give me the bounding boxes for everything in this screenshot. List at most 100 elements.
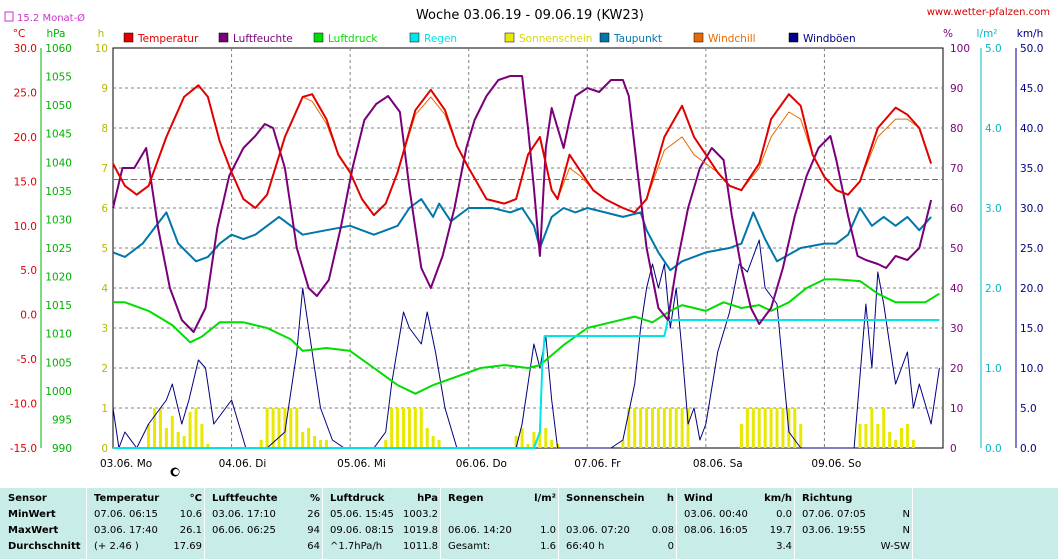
stats-value-temp: 10.6: [179, 509, 202, 520]
sunshine-tick-label: 10: [95, 43, 108, 55]
legend-swatch: [313, 32, 324, 43]
sunshine-bar: [775, 408, 779, 448]
sunshine-bar: [870, 408, 874, 448]
temp-tick-label: -10.0: [10, 399, 37, 411]
stats-value-press: 1011.8: [403, 541, 438, 552]
wind-tick-label: 5.0: [1020, 403, 1037, 415]
month-avg-icon: [4, 11, 14, 22]
pressure-tick-label: 1050: [45, 100, 72, 112]
humidity-tick-label: 60: [950, 203, 963, 215]
stats-date-temp: 03.06. 17:40: [94, 525, 158, 536]
legend-label: Temperatur: [137, 33, 199, 45]
pressure-tick-label: 1035: [45, 186, 72, 198]
sunshine-bar: [520, 428, 524, 448]
legend-label: Luftdruck: [328, 33, 378, 45]
sunshine-bar: [413, 408, 417, 448]
sunshine-bar: [633, 408, 637, 448]
stats-date-dir: 07.06. 07:05: [802, 509, 866, 520]
moon-phase-inner: [173, 469, 179, 475]
sunshine-bar: [680, 408, 684, 448]
pressure-tick-label: 1025: [45, 243, 72, 255]
wind-tick-label: 20.0: [1020, 283, 1043, 295]
legend-label: Taupunkt: [613, 33, 662, 45]
sunshine-bar: [301, 432, 305, 448]
sunshine-bar: [425, 428, 429, 448]
sunshine-bar: [686, 408, 690, 448]
temp-tick-label: -15.0: [10, 443, 37, 455]
x-tick-label: 09.06. So: [811, 458, 861, 470]
sunshine-bar: [407, 408, 411, 448]
sunshine-bar: [858, 424, 862, 448]
sunshine-bar: [289, 408, 293, 448]
legend-label: Windböen: [803, 33, 856, 45]
sunshine-bar: [164, 428, 168, 448]
sunshine-bar: [283, 408, 287, 448]
sunshine-bar: [662, 408, 666, 448]
x-tick-label: 06.06. Do: [456, 458, 507, 470]
rain-tick-label: 5.0: [985, 43, 1002, 55]
stats-value-rain: 1.6: [540, 541, 556, 552]
stats-date-temp: 07.06. 06:15: [94, 509, 158, 520]
stats-table: Sensor Temperatur °C Luftfeuchte% Luftdruck h…: [0, 488, 1058, 559]
temp-tick-label: 5.0: [20, 265, 37, 277]
stats-row-label: Durchschnitt: [8, 541, 81, 552]
stats-date-press: 05.06. 15:45: [330, 509, 394, 520]
stats-value-sun: 0.08: [651, 525, 674, 536]
sunshine-bar: [674, 408, 678, 448]
sunshine-bar: [739, 424, 743, 448]
stats-header-unit-wind: km/h: [764, 493, 792, 504]
pressure-unit-label: hPa: [47, 28, 66, 40]
legend-label: Sonnenschein: [519, 33, 592, 45]
temp-unit-label: °C: [13, 28, 26, 40]
stats-header-rain: Regen: [448, 493, 484, 504]
stats-date-press: ^1.7hPa/h: [330, 541, 383, 552]
stats-header-sun: Sonnenschein: [566, 493, 645, 504]
x-tick-label: 07.06. Fr: [574, 458, 621, 470]
legend-swatch: [599, 32, 610, 43]
sunshine-bar: [751, 408, 755, 448]
sunshine-bar: [188, 412, 192, 448]
stats-value-hum: 26: [307, 509, 320, 520]
stats-value-press: 1003.2: [403, 509, 438, 520]
rain-tick-label: 4.0: [985, 123, 1002, 135]
sunshine-bar: [158, 408, 162, 448]
table-separator: [86, 488, 87, 559]
site-url[interactable]: www.wetter-pfalzen.com: [927, 7, 1050, 18]
stats-date-rain: 06.06. 14:20: [448, 525, 512, 536]
sunshine-tick-label: 2: [101, 363, 108, 375]
sunshine-bar: [769, 408, 773, 448]
sunshine-bar: [781, 408, 785, 448]
sunshine-bar: [182, 436, 186, 448]
sunshine-bar: [153, 408, 156, 448]
legend-swatch: [788, 32, 799, 43]
month-avg-label: 15.2 Monat-Ø: [17, 12, 85, 24]
legend-swatch: [693, 32, 704, 43]
sunshine-bar: [900, 428, 903, 448]
weather-chart: Woche 03.06.19 - 09.06.19 (KW23) www.wet…: [4, 7, 1050, 477]
pressure-tick-label: 1030: [45, 214, 72, 226]
wind-tick-label: 25.0: [1020, 243, 1043, 255]
sunshine-unit-label: h: [98, 28, 105, 40]
sunshine-bar: [319, 440, 322, 448]
stats-value-wind: 19.7: [769, 525, 792, 536]
stats-date-sun: 66:40 h: [566, 541, 605, 552]
wind-tick-label: 40.0: [1020, 123, 1043, 135]
sunshine-bar: [799, 424, 803, 448]
sunshine-bar: [888, 432, 892, 448]
humidity-tick-label: 30: [950, 323, 963, 335]
wind-unit-label: km/h: [1017, 28, 1044, 40]
wind-tick-label: 50.0: [1020, 43, 1043, 55]
stats-value-hum: 94: [307, 525, 320, 536]
sunshine-bar: [514, 436, 518, 448]
stats-date-wind: 03.06. 00:40: [684, 509, 748, 520]
stats-value-dir: W-SW: [880, 541, 910, 552]
table-separator: [912, 488, 913, 559]
sunshine-tick-label: 7: [101, 163, 108, 175]
table-separator: [676, 488, 677, 559]
windboeen-line: [112, 239, 940, 449]
sunshine-bar: [324, 440, 328, 448]
temp-tick-label: 20.0: [14, 132, 37, 144]
sunshine-bar: [526, 444, 530, 448]
stats-date-press: 09.06. 08:15: [330, 525, 394, 536]
sunshine-bar: [200, 424, 204, 448]
